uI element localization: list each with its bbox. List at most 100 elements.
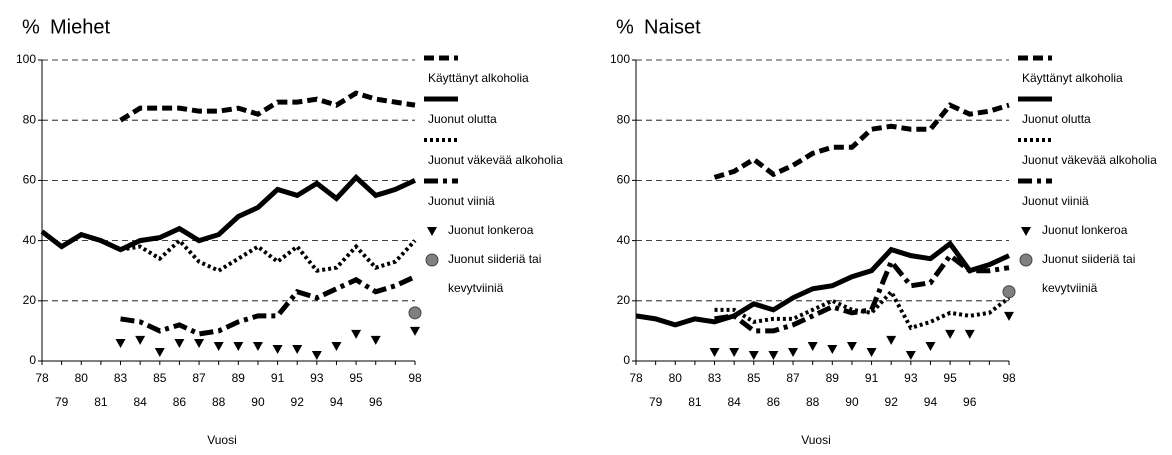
y-tick-label: 40: [23, 233, 37, 247]
y-tick-label: 80: [617, 112, 631, 126]
x-tick-label: 91: [271, 371, 285, 385]
chart-title: Naiset: [644, 16, 701, 38]
x-tick-label: 80: [75, 371, 89, 385]
x-tick-label: 98: [408, 371, 422, 385]
legend-label: Juonut väkevää alkoholia: [428, 153, 563, 167]
series-line: [714, 252, 1010, 334]
marker: [410, 326, 420, 336]
legend-item: Juonut lonkeroa: [422, 216, 572, 245]
x-tick-label: 83: [114, 371, 128, 385]
series-line: [714, 288, 1011, 331]
legend-swatch: [1018, 55, 1052, 61]
marker: [194, 338, 205, 348]
x-tick-label: 87: [192, 371, 206, 385]
chart-title: Miehet: [50, 16, 110, 38]
marker: [1002, 285, 1016, 299]
chart: % Naiset Vuosi 0 20 40 60 80 100 78 79 80 81 83 84 85 86…: [610, 16, 1016, 447]
legend-label: Käyttänyt alkoholia: [428, 71, 529, 85]
y-axis-label: %: [616, 16, 634, 38]
marker: [788, 347, 799, 357]
legend-item: Juonut viiniä: [422, 175, 572, 216]
legend-item: Käyttänyt alkoholia: [422, 52, 572, 93]
y-tick-label: 80: [23, 112, 37, 126]
marker: [252, 341, 263, 351]
marker: [292, 344, 303, 354]
legend-label: Juonut lonkeroa: [1042, 223, 1128, 237]
legend-swatch: [427, 227, 437, 236]
marker: [233, 341, 244, 351]
x-tick-label: 94: [924, 395, 938, 409]
y-tick-label: 20: [617, 293, 631, 307]
y-tick-label: 100: [16, 52, 36, 66]
legend-swatch: [424, 138, 458, 142]
x-tick-label: 89: [232, 371, 246, 385]
x-tick-label: 81: [688, 395, 702, 409]
legend: Käyttänyt alkoholia Juonut olutta Juonut v…: [1016, 52, 1166, 303]
legend-swatch: [424, 96, 458, 102]
marker: [846, 341, 857, 351]
x-tick-label: 80: [669, 371, 683, 385]
x-axis-label: Vuosi: [207, 433, 237, 447]
legend-label: Juonut viiniä: [1022, 194, 1089, 208]
x-tick-label: 98: [1002, 371, 1016, 385]
marker: [370, 335, 381, 345]
x-tick-label: 95: [943, 371, 957, 385]
marker: [351, 329, 362, 339]
x-tick-label: 81: [94, 395, 108, 409]
x-tick-label: 96: [963, 395, 977, 409]
marker: [115, 338, 126, 348]
legend-row: Juonut lonkeroa: [422, 216, 572, 245]
chart: % Miehet Vuosi 0 20 40 60 80 100 78 79 80 81 83 84 85 86…: [16, 16, 422, 447]
legend-label: Juonut lonkeroa: [448, 223, 534, 237]
series-line: [120, 237, 417, 273]
x-tick-label: 92: [885, 395, 899, 409]
y-tick-label: 100: [610, 52, 630, 66]
marker: [964, 329, 975, 339]
x-tick-label: 95: [349, 371, 363, 385]
y-tick-label: 40: [617, 233, 631, 247]
x-tick-label: 88: [806, 395, 820, 409]
series-line: [119, 90, 416, 123]
x-tick-label: 78: [629, 371, 643, 385]
x-tick-label: 93: [310, 371, 324, 385]
x-tick-label: 92: [291, 395, 305, 409]
x-tick-label: 84: [727, 395, 741, 409]
x-tick-label: 79: [55, 395, 69, 409]
marker: [748, 350, 759, 360]
marker: [272, 344, 283, 354]
x-tick-label: 79: [649, 395, 663, 409]
y-tick-label: 20: [23, 293, 37, 307]
x-tick-label: 78: [35, 371, 49, 385]
legend-swatch: [424, 178, 458, 184]
legend-swatch: [424, 55, 458, 61]
marker: [1021, 227, 1031, 236]
x-tick-label: 86: [173, 395, 187, 409]
series-line: [635, 240, 1011, 328]
legend-label: Käyttänyt alkoholia: [1022, 71, 1123, 85]
marker: [768, 350, 779, 360]
legend-label: Juonut väkevää alkoholia: [1022, 153, 1157, 167]
legend-label: Juonut olutta: [428, 112, 497, 126]
y-tick-label: 60: [617, 173, 631, 187]
legend-swatch: [1021, 227, 1031, 236]
x-tick-label: 91: [865, 371, 879, 385]
y-tick-label: 0: [623, 353, 630, 367]
series-line: [40, 173, 417, 253]
x-tick-label: 85: [153, 371, 167, 385]
y-tick-label: 0: [29, 353, 36, 367]
legend-item: Juonut väkevää alkoholia: [1016, 134, 1166, 175]
marker: [729, 347, 740, 357]
marker: [807, 341, 818, 351]
legend-swatch: [425, 253, 439, 267]
marker: [331, 341, 342, 351]
legend-label: Juonut olutta: [1022, 112, 1091, 126]
marker: [886, 335, 897, 345]
marker: [866, 347, 877, 357]
legend: Käyttänyt alkoholia Juonut olutta Juonut v…: [422, 52, 572, 303]
marker: [945, 329, 956, 339]
x-tick-label: 90: [845, 395, 859, 409]
x-tick-label: 85: [747, 371, 761, 385]
marker: [213, 341, 224, 351]
legend-label: Juonut viiniä: [428, 194, 495, 208]
